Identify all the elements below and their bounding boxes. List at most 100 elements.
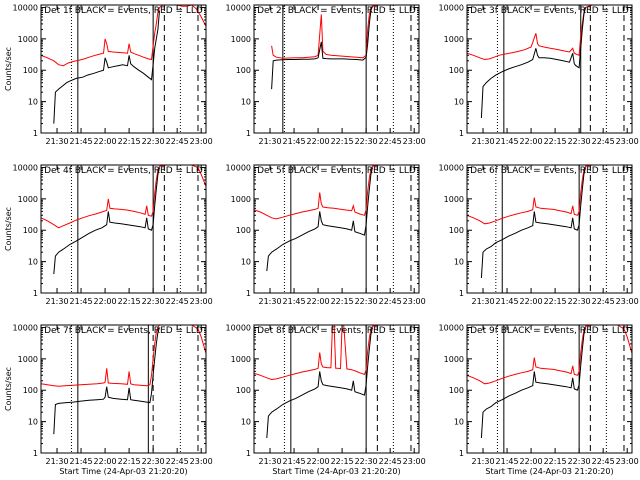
x-tick-label: 21:45 — [283, 457, 306, 466]
y-tick-label: 1 — [33, 289, 38, 298]
x-tick-label: 21:30 — [45, 457, 68, 466]
panel-title: Det 3f BLACK = Events, RED = LLD — [470, 6, 629, 16]
y-tick-label: 1000 — [231, 355, 251, 364]
y-tick-label: 1 — [246, 129, 251, 138]
y-tick-label: 10000 — [439, 3, 464, 12]
y-tick-label: 1000 — [18, 355, 38, 364]
x-tick-label: 22:30 — [355, 457, 378, 466]
detector-panel-7: 1 10 100 1000 10000 21:30 21:45 22:00 22:15 22:30… — [4, 323, 213, 476]
x-tick-label: 22:30 — [355, 137, 378, 146]
x-tick-label: 22:00 — [94, 137, 117, 146]
y-tick-label: 1000 — [231, 195, 251, 204]
y-tick-label: 100 — [23, 66, 38, 75]
panel-title: Det 9f BLACK = Events, RED = LLD — [470, 326, 629, 336]
x-tick-label: 22:45 — [379, 457, 402, 466]
x-tick-label: 21:45 — [70, 457, 93, 466]
x-axis-label: Start Time (24-Apr-03 21:20:20) — [485, 467, 613, 476]
y-tick-label: 10 — [28, 258, 38, 267]
x-tick-label: 21:45 — [283, 137, 306, 146]
plot-frame — [466, 4, 633, 134]
x-axis-label: Start Time (24-Apr-03 21:20:20) — [272, 467, 400, 476]
x-tick-label: 23:00 — [616, 297, 639, 306]
x-tick-label: 22:15 — [544, 457, 567, 466]
x-tick-label: 21:30 — [258, 457, 281, 466]
x-tick-label: 21:30 — [258, 137, 281, 146]
x-tick-label: 22:15 — [118, 137, 141, 146]
plot-frame — [466, 164, 633, 294]
y-tick-label: 10 — [241, 98, 251, 107]
panel-title: Det 4f BLACK = Events, RED = LLD — [44, 166, 203, 176]
x-tick-label: 22:15 — [118, 297, 141, 306]
y-tick-label: 10000 — [13, 163, 38, 172]
y-tick-label: 1000 — [444, 195, 464, 204]
detector-panel-6: 1 10 100 1000 10000 21:30 21:45 22:00 22:15 22:30… — [439, 163, 639, 306]
y-tick-label: 100 — [23, 226, 38, 235]
x-tick-label: 22:45 — [592, 457, 615, 466]
lld-series-line — [467, 325, 632, 385]
events-series-line — [53, 167, 160, 275]
lld-series-line — [41, 165, 206, 229]
y-tick-label: 10000 — [13, 323, 38, 332]
lld-series-line — [467, 165, 628, 225]
x-tick-label: 21:30 — [45, 297, 68, 306]
x-tick-label: 21:45 — [70, 137, 93, 146]
x-tick-label: 21:45 — [496, 297, 519, 306]
x-tick-label: 21:30 — [45, 137, 68, 146]
y-tick-label: 1 — [33, 129, 38, 138]
y-tick-label: 1000 — [231, 35, 251, 44]
events-series-line — [480, 167, 586, 279]
lld-series-line — [41, 5, 206, 67]
x-tick-label: 22:30 — [142, 137, 165, 146]
y-tick-label: 1000 — [18, 35, 38, 44]
events-series-line — [480, 327, 586, 439]
x-tick-label: 21:45 — [496, 137, 519, 146]
x-tick-label: 22:30 — [142, 457, 165, 466]
detector-panel-4: 1 10 100 1000 10000 21:30 21:45 22:00 22:15 22:30… — [4, 163, 213, 306]
x-tick-label: 22:45 — [592, 297, 615, 306]
x-tick-label: 21:45 — [70, 297, 93, 306]
y-tick-label: 1 — [459, 449, 464, 458]
panel-title: Det 8f BLACK = Events, RED = LLD — [257, 326, 416, 336]
x-tick-label: 22:15 — [331, 297, 354, 306]
y-tick-label: 10 — [28, 98, 38, 107]
x-tick-label: 23:00 — [403, 137, 426, 146]
x-tick-label: 22:30 — [568, 137, 591, 146]
y-axis-label: Counts/sec — [4, 47, 13, 91]
detector-panel-5: 1 10 100 1000 10000 21:30 21:45 22:00 22:15 22:30… — [226, 163, 426, 306]
x-tick-label: 22:15 — [118, 457, 141, 466]
x-tick-label: 23:00 — [403, 297, 426, 306]
x-tick-label: 22:45 — [166, 137, 189, 146]
x-tick-label: 22:30 — [355, 297, 378, 306]
x-tick-label: 21:45 — [283, 297, 306, 306]
events-series-line — [266, 327, 373, 439]
x-tick-label: 22:45 — [379, 297, 402, 306]
x-tick-label: 22:45 — [166, 297, 189, 306]
y-tick-label: 100 — [236, 226, 251, 235]
y-tick-label: 10 — [28, 418, 38, 427]
y-tick-label: 1000 — [18, 195, 38, 204]
detector-panel-3: 1 10 100 1000 10000 21:30 21:45 22:00 22:15 22:30… — [439, 3, 639, 146]
y-tick-label: 100 — [23, 386, 38, 395]
y-tick-label: 10000 — [13, 3, 38, 12]
x-tick-label: 21:30 — [471, 297, 494, 306]
x-tick-label: 22:15 — [544, 297, 567, 306]
panel-title: Det 2f BLACK = Events, RED = LLD — [257, 6, 416, 16]
detector-panel-8: 1 10 100 1000 10000 21:30 21:45 22:00 22:15 22:30… — [226, 323, 426, 476]
lld-series-line — [467, 5, 628, 61]
y-axis-label: Counts/sec — [4, 207, 13, 251]
x-tick-label: 22:00 — [94, 457, 117, 466]
y-tick-label: 100 — [236, 66, 251, 75]
panel-title: Det 6f BLACK = Events, RED = LLD — [470, 166, 629, 176]
events-series-line — [266, 167, 373, 272]
detector-panel-2: 1 10 100 1000 10000 21:30 21:45 22:00 22:15 22:30… — [226, 3, 426, 146]
x-tick-label: 22:00 — [307, 457, 330, 466]
panel-title: Det 5f BLACK = Events, RED = LLD — [257, 166, 416, 176]
x-tick-label: 22:45 — [592, 137, 615, 146]
panel-title: Det 7f BLACK = Events, RED = LLD — [44, 326, 203, 336]
y-tick-label: 1 — [246, 289, 251, 298]
y-tick-label: 100 — [449, 66, 464, 75]
plot-frame — [40, 164, 207, 294]
x-tick-label: 22:00 — [520, 297, 543, 306]
events-series-line — [53, 327, 160, 435]
